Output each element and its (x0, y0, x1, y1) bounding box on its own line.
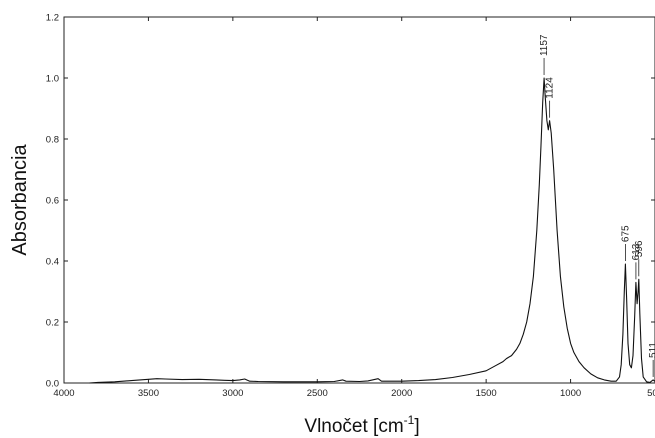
x-axis-title-main: Vlnočet [cm (304, 416, 403, 437)
y-tick-label: 1.2 (46, 13, 59, 24)
peak-label: 613 (631, 243, 642, 260)
x-axis-title: Vlnočet [cm-1] (304, 413, 419, 437)
absorbance-spectrum-line (89, 77, 655, 384)
y-tick-label: 0.6 (46, 196, 59, 207)
y-tick-label: 0.2 (46, 318, 59, 329)
y-tick-label: 0.8 (46, 135, 59, 146)
x-tick-label: 4000 (53, 388, 74, 399)
x-tick-label: 3500 (138, 388, 159, 399)
peak-label: 1124 (545, 77, 556, 99)
x-tick-label: 500 (647, 388, 655, 399)
series-layer (89, 77, 655, 384)
x-tick-label: 2500 (307, 388, 328, 399)
y-tick-label: 0.4 (46, 257, 59, 268)
plot-frame (63, 16, 655, 384)
peak-label: 1157 (539, 34, 550, 56)
x-tick-label: 3000 (222, 388, 243, 399)
peak-label: 596 (634, 240, 645, 257)
peak-label: 675 (620, 225, 631, 242)
x-tick-label: 1500 (476, 388, 497, 399)
x-tick-label: 2000 (391, 388, 412, 399)
y-axis-title: Absorbancia (9, 144, 31, 256)
y-tick-label: 1.0 (46, 74, 59, 85)
y-axis-ticks: 0.0 0.2 0.4 0.6 0.8 1.0 1.2 (46, 13, 655, 390)
y-tick-label: 0.0 (46, 379, 59, 390)
x-axis-title-end: ] (414, 416, 419, 437)
peak-label: 511 (648, 342, 655, 358)
x-tick-label: 1000 (560, 388, 581, 399)
x-axis-title-superscript: -1 (404, 413, 415, 427)
x-axis-ticks: 4000 3500 3000 2500 2000 1500 1000 500 (53, 17, 655, 399)
